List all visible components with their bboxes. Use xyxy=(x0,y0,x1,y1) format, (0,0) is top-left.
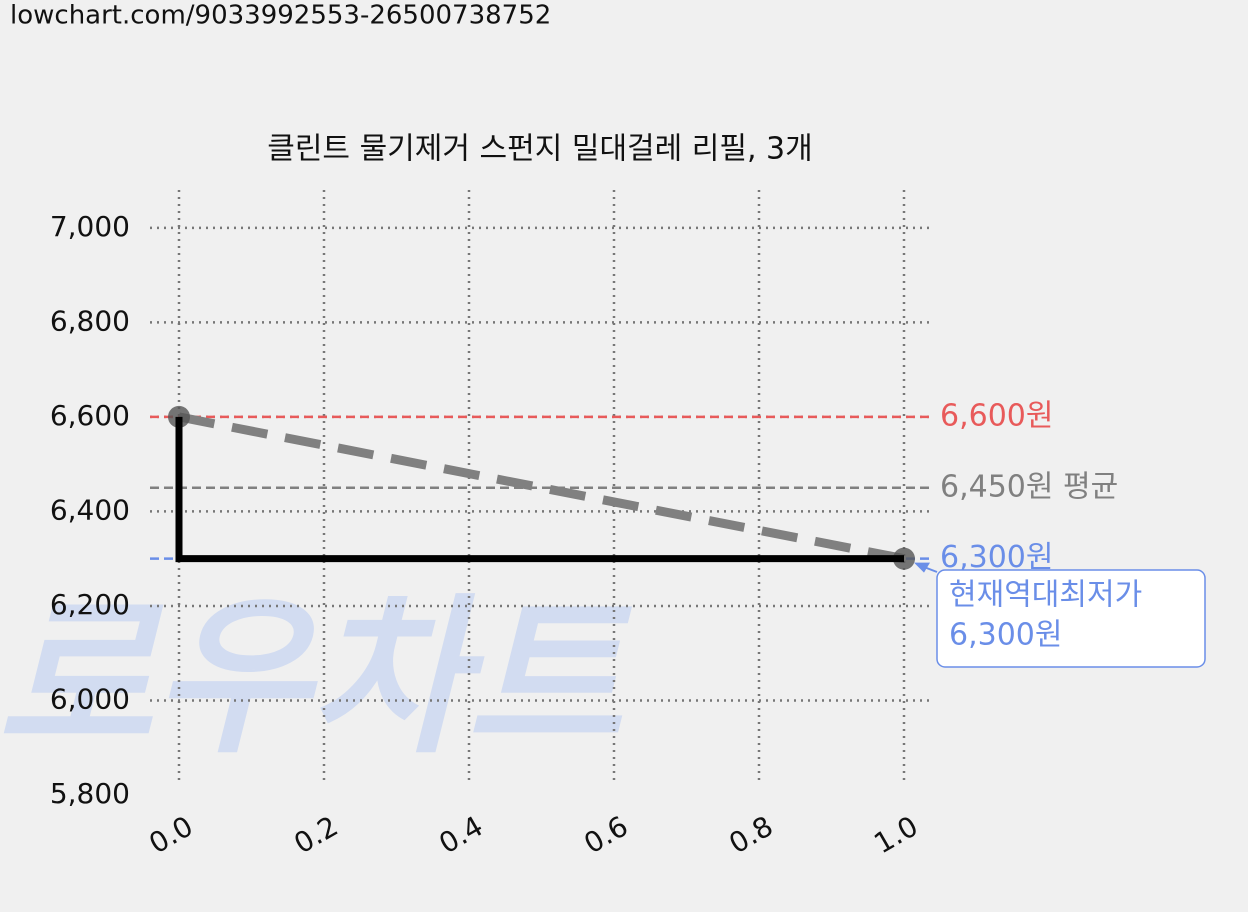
y-tick-label: 5,800 xyxy=(50,777,130,810)
y-tick-label: 6,200 xyxy=(50,588,130,621)
reference-label: 6,600원 xyxy=(940,398,1053,433)
annotation-text: 현재역대최저가 xyxy=(949,578,1142,613)
annotation-box xyxy=(936,569,1206,668)
reference-label: 6,450원 평균 xyxy=(940,469,1118,504)
annotation-arrowhead xyxy=(914,562,930,573)
watermark: 로우차트 xyxy=(0,579,632,777)
y-tick-label: 6,400 xyxy=(50,493,130,526)
y-tick-label: 7,000 xyxy=(50,210,130,243)
x-tick-label: 0.4 xyxy=(433,809,488,860)
x-tick-label: 0.6 xyxy=(578,809,633,860)
x-tick-label: 0.0 xyxy=(143,809,198,860)
series-line xyxy=(178,412,905,564)
x-tick-label: 0.2 xyxy=(288,809,343,860)
y-tick-label: 6,800 xyxy=(50,304,130,337)
y-tick-label: 6,600 xyxy=(50,399,130,432)
x-tick-label: 1.0 xyxy=(868,809,923,860)
x-tick-label: 0.8 xyxy=(723,809,778,860)
y-tick-label: 6,000 xyxy=(50,682,130,715)
chart-title: 클린트 물기제거 스펀지 밀대걸레 리필, 3개 xyxy=(267,132,813,167)
series-line xyxy=(175,416,904,563)
annotation-text: 6,300원 xyxy=(949,618,1062,653)
page-url: lowchart.com/9033992553-26500738752 xyxy=(10,1,551,31)
